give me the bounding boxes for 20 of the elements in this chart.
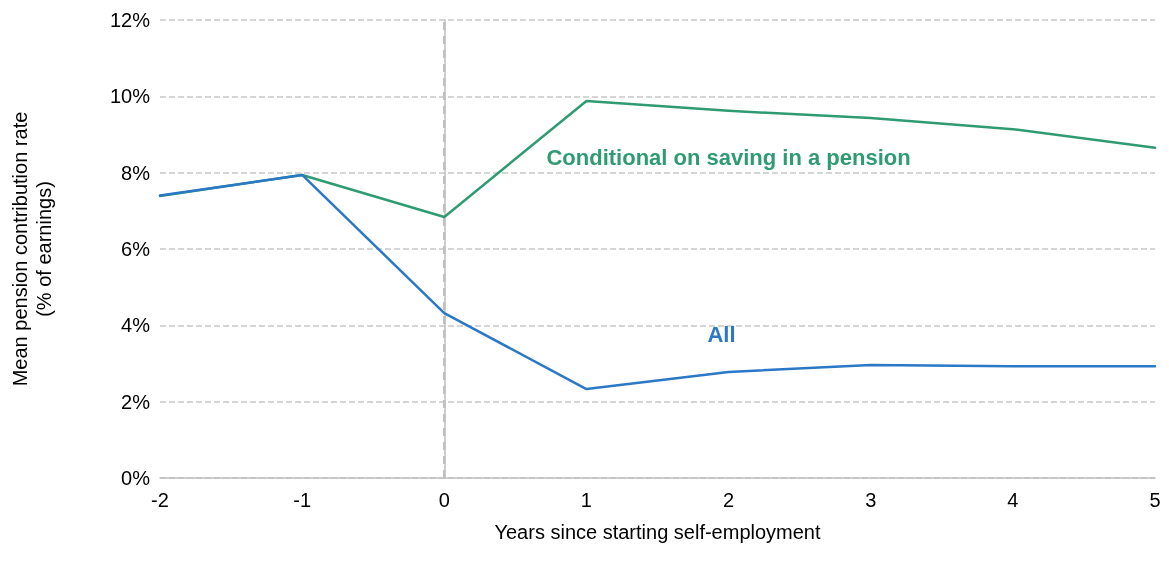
series-label: All — [707, 322, 736, 348]
y-tick-label: 0% — [121, 467, 151, 489]
series-label: Conditional on saving in a pension — [546, 144, 911, 170]
x-tick-label: -2 — [151, 489, 169, 511]
x-tick-label: 4 — [1007, 489, 1019, 511]
y-tick-label: 6% — [121, 238, 151, 260]
y-tick-label: 8% — [121, 161, 151, 184]
x-tick-label: 1 — [580, 489, 592, 511]
x-axis-title: Years since starting self-employment — [494, 521, 821, 543]
y-tick-label: 12% — [109, 9, 151, 31]
x-tick-label: 5 — [1149, 489, 1161, 511]
y-tick-label: 2% — [121, 390, 151, 413]
x-tick-label: 0 — [438, 489, 450, 511]
x-tick-label: 3 — [865, 489, 877, 511]
x-tick-label: -1 — [293, 489, 312, 511]
y-tick-label: 10% — [109, 85, 151, 108]
y-axis-title: Mean pension contribution rate (% of earnings) — [9, 111, 55, 387]
x-tick-label: 2 — [723, 489, 735, 511]
y-tick-label: 4% — [121, 314, 151, 337]
line-series — [158, 173, 1157, 391]
